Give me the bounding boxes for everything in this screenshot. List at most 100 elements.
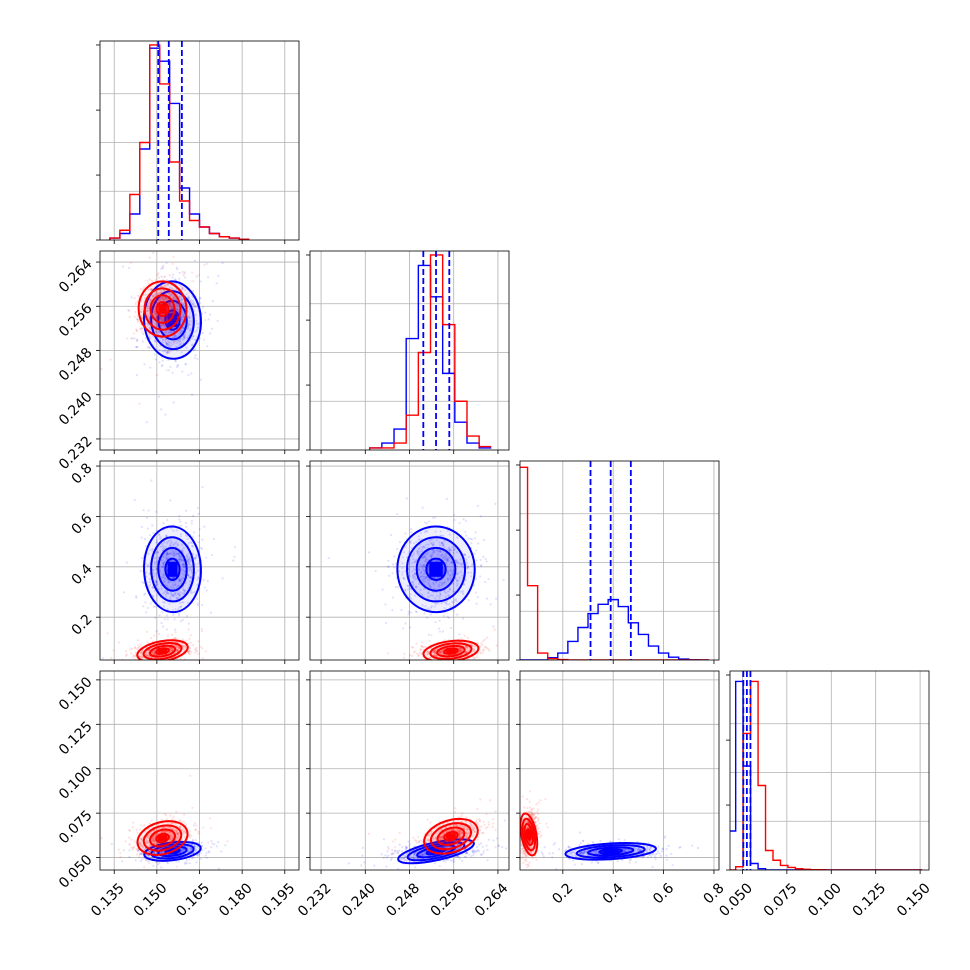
scatter-point-blue xyxy=(144,545,148,548)
scatter-point-red xyxy=(486,660,488,662)
scatter-point-blue xyxy=(181,588,185,591)
scatter-point-red xyxy=(148,822,152,825)
scatter-point-blue xyxy=(205,856,208,860)
scatter-point-blue xyxy=(197,512,200,515)
scatter-point-blue xyxy=(163,580,166,583)
scatter-point-blue xyxy=(197,541,200,544)
scatter-point-blue xyxy=(164,297,167,300)
scatter-point-red xyxy=(522,636,524,638)
scatter-point-blue xyxy=(182,315,185,318)
scatter-point-red xyxy=(140,838,144,841)
scatter-point-red xyxy=(164,666,166,668)
scatter-point-blue xyxy=(185,346,188,350)
scatter-point-blue xyxy=(207,850,210,853)
scatter-point-blue xyxy=(173,334,176,337)
scatter-point-blue xyxy=(396,586,399,589)
scatter-point-red xyxy=(139,643,142,647)
scatter-point-blue xyxy=(174,345,177,348)
scatter-point-red xyxy=(164,325,167,328)
scatter-point-blue xyxy=(196,357,199,361)
scatter-point-blue xyxy=(151,524,154,527)
scatter-point-blue xyxy=(203,525,206,528)
scatter-point-blue xyxy=(418,552,421,555)
scatter-point-blue xyxy=(402,627,405,630)
scatter-point-red xyxy=(187,652,190,655)
scatter-point-blue xyxy=(176,365,179,369)
scatter-point-blue xyxy=(135,345,138,349)
scatter-point-blue xyxy=(487,577,490,581)
scatter-point-red xyxy=(152,295,155,298)
scatter-point-red xyxy=(136,848,139,852)
scatter-point-blue xyxy=(147,306,151,309)
scatter-point-blue xyxy=(444,553,447,556)
scatter-point-red xyxy=(147,313,150,316)
scatter-point-blue xyxy=(180,337,183,340)
scatter-point-blue xyxy=(182,315,185,319)
scatter-point-blue xyxy=(473,552,476,556)
scatter-point-blue xyxy=(166,351,169,354)
scatter-point-blue xyxy=(144,337,147,340)
scatter-point-blue xyxy=(182,560,185,563)
scatter-point-red xyxy=(136,639,140,642)
scatter-point-blue xyxy=(190,522,193,525)
scatter-point-red xyxy=(459,650,462,653)
scatter-point-blue xyxy=(438,619,441,622)
scatter-point-blue xyxy=(522,593,524,595)
scatter-point-blue xyxy=(137,850,140,853)
scatter-point-blue xyxy=(416,551,419,554)
scatter-point-red xyxy=(387,652,390,655)
scatter-point-blue xyxy=(458,576,461,579)
scatter-point-red xyxy=(425,653,429,656)
scatter-point-blue xyxy=(180,524,183,527)
scatter-point-blue xyxy=(166,518,169,522)
scatter-point-blue xyxy=(183,333,187,336)
scatter-point-blue xyxy=(145,421,148,424)
scatter-point-blue xyxy=(166,552,169,556)
scatter-point-red xyxy=(408,654,412,657)
scatter-point-blue xyxy=(482,538,486,542)
scatter-point-blue xyxy=(140,525,144,529)
scatter-point-red xyxy=(172,255,175,258)
scatter-point-blue xyxy=(183,848,186,851)
scatter-point-red xyxy=(197,652,200,655)
scatter-point-blue xyxy=(186,601,190,604)
scatter-point-red xyxy=(141,656,144,659)
scatter-point-blue xyxy=(404,588,407,591)
scatter-point-blue xyxy=(410,546,414,549)
scatter-point-red xyxy=(176,649,179,652)
scatter-point-blue xyxy=(169,539,172,542)
scatter-point-blue xyxy=(428,539,431,543)
scatter-point-blue xyxy=(451,600,454,603)
scatter-point-blue xyxy=(233,545,237,549)
scatter-point-red xyxy=(439,650,442,653)
scatter-point-blue xyxy=(212,537,216,541)
scatter-point-red xyxy=(100,367,103,370)
scatter-point-red xyxy=(109,358,112,361)
scatter-point-red xyxy=(175,308,179,312)
scatter-point-blue xyxy=(179,579,182,583)
scatter-point-red xyxy=(144,661,146,663)
scatter-point-red xyxy=(179,825,182,829)
scatter-point-blue xyxy=(169,499,172,502)
scatter-point-blue xyxy=(208,313,212,316)
scatter-point-blue xyxy=(179,620,183,623)
scatter-point-blue xyxy=(164,555,168,558)
scatter-point-red xyxy=(135,828,138,831)
scatter-point-blue xyxy=(431,543,434,546)
scatter-point-blue xyxy=(176,305,179,308)
scatter-point-blue xyxy=(189,541,193,544)
scatter-point-red xyxy=(430,634,433,637)
scatter-point-red xyxy=(174,839,178,842)
contour-red xyxy=(137,280,188,338)
scatter-point-blue xyxy=(171,273,175,276)
scatter-point-red xyxy=(473,649,476,652)
scatter-point-blue xyxy=(185,555,188,558)
scatter-point-blue xyxy=(438,595,441,598)
scatter-point-red xyxy=(159,317,162,320)
scatter-point-blue xyxy=(149,549,152,552)
scatter-point-blue xyxy=(181,576,184,579)
scatter-point-blue xyxy=(144,601,147,604)
scatter-point-blue xyxy=(174,583,177,586)
scatter-point-blue xyxy=(169,544,172,547)
scatter-point-blue xyxy=(164,338,167,341)
